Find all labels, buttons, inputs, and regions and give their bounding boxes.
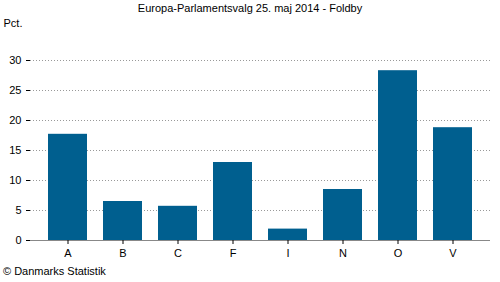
svg-text:A: A	[64, 247, 72, 259]
html-text:Europa-Parlamentsvalg 25. maj: Europa-Parlamentsvalg 25. maj 2014 - Fol…	[137, 2, 363, 14]
svg-text:F: F	[230, 247, 237, 259]
svg-text:5: 5	[15, 204, 21, 216]
svg-text:25: 25	[9, 84, 21, 96]
svg-text:Pct.: Pct.	[4, 17, 23, 29]
svg-text:C: C	[174, 247, 182, 259]
svg-text:N: N	[339, 247, 347, 259]
html-text:© Danmarks Statistik: © Danmarks Statistik	[3, 265, 106, 277]
svg-text:15: 15	[9, 144, 21, 156]
svg-text:V: V	[449, 247, 457, 259]
svg-text:O: O	[394, 247, 403, 259]
svg-text:0: 0	[15, 234, 21, 246]
svg-text:30: 30	[9, 54, 21, 66]
svg-text:B: B	[119, 247, 126, 259]
svg-text:20: 20	[9, 114, 21, 126]
svg-text:I: I	[286, 247, 289, 259]
svg-text:10: 10	[9, 174, 21, 186]
